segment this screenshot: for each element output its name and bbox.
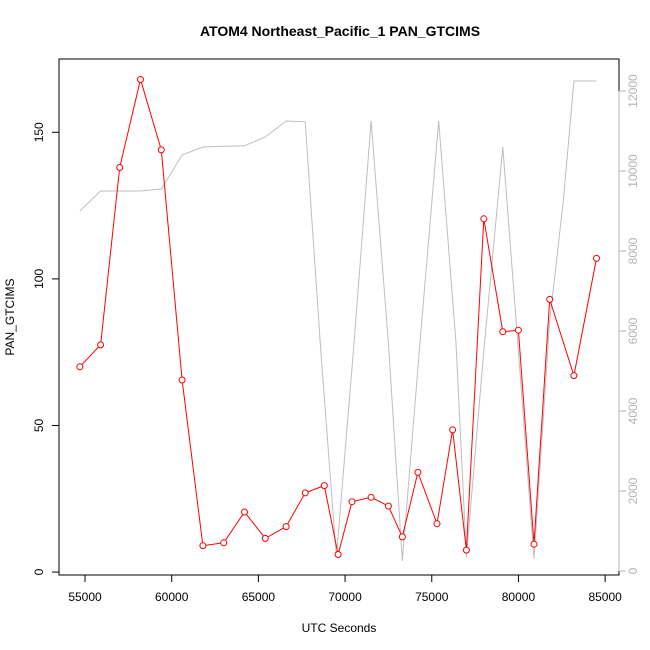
data-point: [76, 363, 84, 371]
x-axis: 55000 60000 65000 70000 75000 80000 85000: [68, 574, 622, 604]
plot-frame: [58, 58, 620, 576]
x-tick-label: 55000: [68, 590, 102, 604]
data-point: [178, 376, 186, 384]
y-right-tick-label: 8000: [626, 237, 640, 264]
data-point: [157, 146, 165, 154]
x-axis-label: UTC Seconds: [302, 621, 377, 635]
y-tick-label: 50: [32, 418, 46, 432]
data-point: [116, 164, 124, 171]
chart-title: ATOM4 Northeast_Pacific_1 PAN_GTCIMS: [200, 23, 480, 39]
data-point: [199, 542, 207, 550]
series-line-0: [79, 77, 597, 555]
data-point: [480, 215, 488, 223]
series-line-1: [79, 80, 597, 562]
y-axis-label: PAN_GTCIMS: [3, 278, 17, 355]
series-layer: [76, 76, 600, 562]
y-axis-left: 0 50 100 150: [32, 122, 60, 575]
data-point: [593, 254, 600, 262]
data-point: [241, 508, 248, 516]
data-point: [433, 520, 441, 528]
data-point: [367, 493, 375, 501]
data-point: [570, 372, 578, 380]
y-axis-right: 0 2000 4000 6000 8000 10000 12000: [618, 74, 640, 574]
y-right-tick-label: 2000: [626, 477, 640, 504]
x-tick-label: 75000: [415, 590, 449, 604]
x-tick-label: 60000: [155, 590, 189, 604]
x-tick-label: 80000: [502, 590, 536, 604]
data-point: [398, 533, 406, 541]
data-point: [137, 76, 144, 83]
data-point: [334, 551, 342, 558]
y-right-tick-label: 6000: [626, 317, 640, 344]
data-point: [462, 546, 470, 554]
data-point: [97, 341, 105, 349]
data-point: [499, 328, 507, 336]
data-point: [348, 498, 356, 506]
data-point: [546, 295, 554, 303]
data-point: [261, 534, 269, 542]
y-tick-label: 100: [32, 269, 46, 289]
y-tick-label: 150: [32, 122, 46, 142]
x-tick-label: 85000: [588, 590, 622, 604]
y-right-tick-label: 4000: [626, 397, 640, 424]
data-point: [514, 326, 522, 334]
y-right-tick-label: 12000: [626, 74, 640, 108]
data-point: [449, 426, 457, 434]
x-tick-label: 65000: [242, 590, 276, 604]
x-tick-label: 70000: [328, 590, 362, 604]
data-point: [384, 502, 392, 510]
data-point: [530, 540, 538, 548]
data-point: [220, 539, 228, 547]
data-point: [301, 489, 309, 497]
y-tick-label: 0: [32, 568, 46, 575]
data-point: [414, 468, 422, 476]
data-point: [282, 523, 290, 531]
y-right-tick-label: 0: [626, 567, 640, 574]
data-point: [320, 482, 328, 490]
y-right-tick-label: 10000: [626, 154, 640, 188]
